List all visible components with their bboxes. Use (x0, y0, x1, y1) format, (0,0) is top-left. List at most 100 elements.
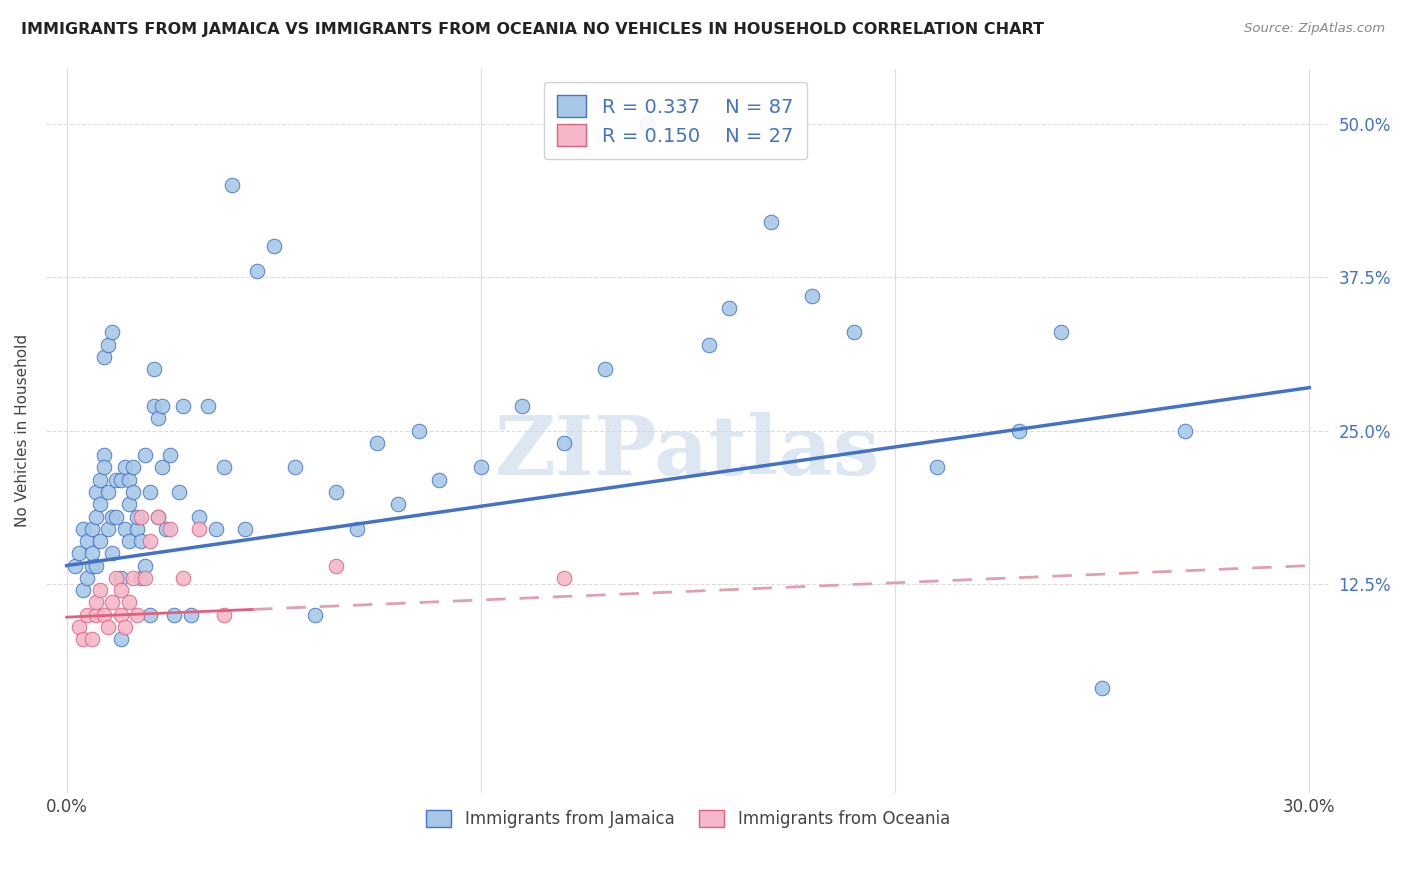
Point (80, 558, 103, 573)
Legend: Immigrants from Jamaica, Immigrants from Oceania: Immigrants from Jamaica, Immigrants from… (419, 804, 956, 835)
Point (97, 337, 120, 351)
Point (101, 509, 124, 524)
Point (134, 571, 156, 585)
Point (101, 326, 124, 340)
Point (84, 485, 107, 500)
Point (89, 497, 111, 511)
Point (110, 607, 132, 622)
Point (155, 522, 177, 536)
Point (233, 522, 256, 536)
Point (67, 546, 90, 560)
Point (67, 620, 90, 634)
Point (110, 583, 132, 598)
Point (366, 435, 388, 450)
Point (101, 546, 124, 560)
Point (134, 448, 156, 462)
Point (93, 607, 115, 622)
Point (188, 522, 211, 536)
Point (72, 632, 94, 647)
Point (97, 485, 120, 500)
Point (842, 326, 865, 340)
Point (163, 607, 186, 622)
Point (697, 337, 720, 351)
Point (93, 350, 115, 364)
Y-axis label: No Vehicles in Household: No Vehicles in Household (15, 334, 30, 527)
Point (146, 509, 169, 524)
Point (212, 460, 235, 475)
Point (122, 485, 145, 500)
Point (105, 571, 128, 585)
Point (470, 460, 492, 475)
Point (129, 509, 152, 524)
Point (325, 485, 347, 500)
Point (97, 620, 120, 634)
Point (80, 632, 103, 647)
Point (129, 571, 152, 585)
Point (110, 571, 132, 585)
Point (101, 595, 124, 609)
Point (429, 473, 451, 487)
Point (138, 607, 160, 622)
Point (114, 620, 136, 634)
Point (72, 583, 94, 598)
Point (1008, 424, 1031, 438)
Point (80, 546, 103, 560)
Point (118, 497, 141, 511)
Point (172, 571, 194, 585)
Point (63, 558, 86, 573)
Text: ZIPatlas: ZIPatlas (495, 412, 880, 492)
Point (150, 399, 173, 413)
Point (204, 522, 226, 536)
Point (1174, 424, 1197, 438)
Point (283, 460, 305, 475)
Point (89, 534, 111, 549)
Point (72, 522, 94, 536)
Point (89, 583, 111, 598)
Point (553, 571, 575, 585)
Point (93, 448, 115, 462)
Point (80, 522, 103, 536)
Point (76, 571, 98, 585)
Point (76, 534, 98, 549)
Point (127, 607, 149, 622)
Point (159, 522, 181, 536)
Point (105, 509, 128, 524)
Point (110, 632, 132, 647)
Point (553, 435, 575, 450)
Point (142, 399, 165, 413)
Point (325, 558, 347, 573)
Point (159, 448, 181, 462)
Point (84, 607, 107, 622)
Point (593, 362, 616, 376)
Point (129, 534, 152, 549)
Point (122, 460, 145, 475)
Point (127, 509, 149, 524)
Point (97, 522, 120, 536)
Point (150, 460, 173, 475)
Point (167, 485, 190, 500)
Point (146, 509, 169, 524)
Point (89, 473, 111, 487)
Point (387, 497, 409, 511)
Point (146, 411, 169, 425)
Point (118, 473, 141, 487)
Point (84, 509, 107, 524)
Point (759, 215, 782, 229)
Point (718, 301, 741, 315)
Point (1091, 681, 1114, 696)
Point (346, 522, 368, 536)
Point (114, 522, 136, 536)
Point (138, 485, 160, 500)
Point (134, 558, 156, 573)
Point (246, 264, 269, 278)
Text: Source: ZipAtlas.com: Source: ZipAtlas.com (1244, 22, 1385, 36)
Point (636, 117, 658, 131)
Point (801, 288, 824, 302)
Text: IMMIGRANTS FROM JAMAICA VS IMMIGRANTS FROM OCEANIA NO VEHICLES IN HOUSEHOLD CORR: IMMIGRANTS FROM JAMAICA VS IMMIGRANTS FR… (21, 22, 1045, 37)
Point (925, 460, 948, 475)
Point (221, 178, 243, 193)
Point (122, 571, 145, 585)
Point (114, 460, 136, 475)
Point (84, 558, 107, 573)
Point (105, 473, 128, 487)
